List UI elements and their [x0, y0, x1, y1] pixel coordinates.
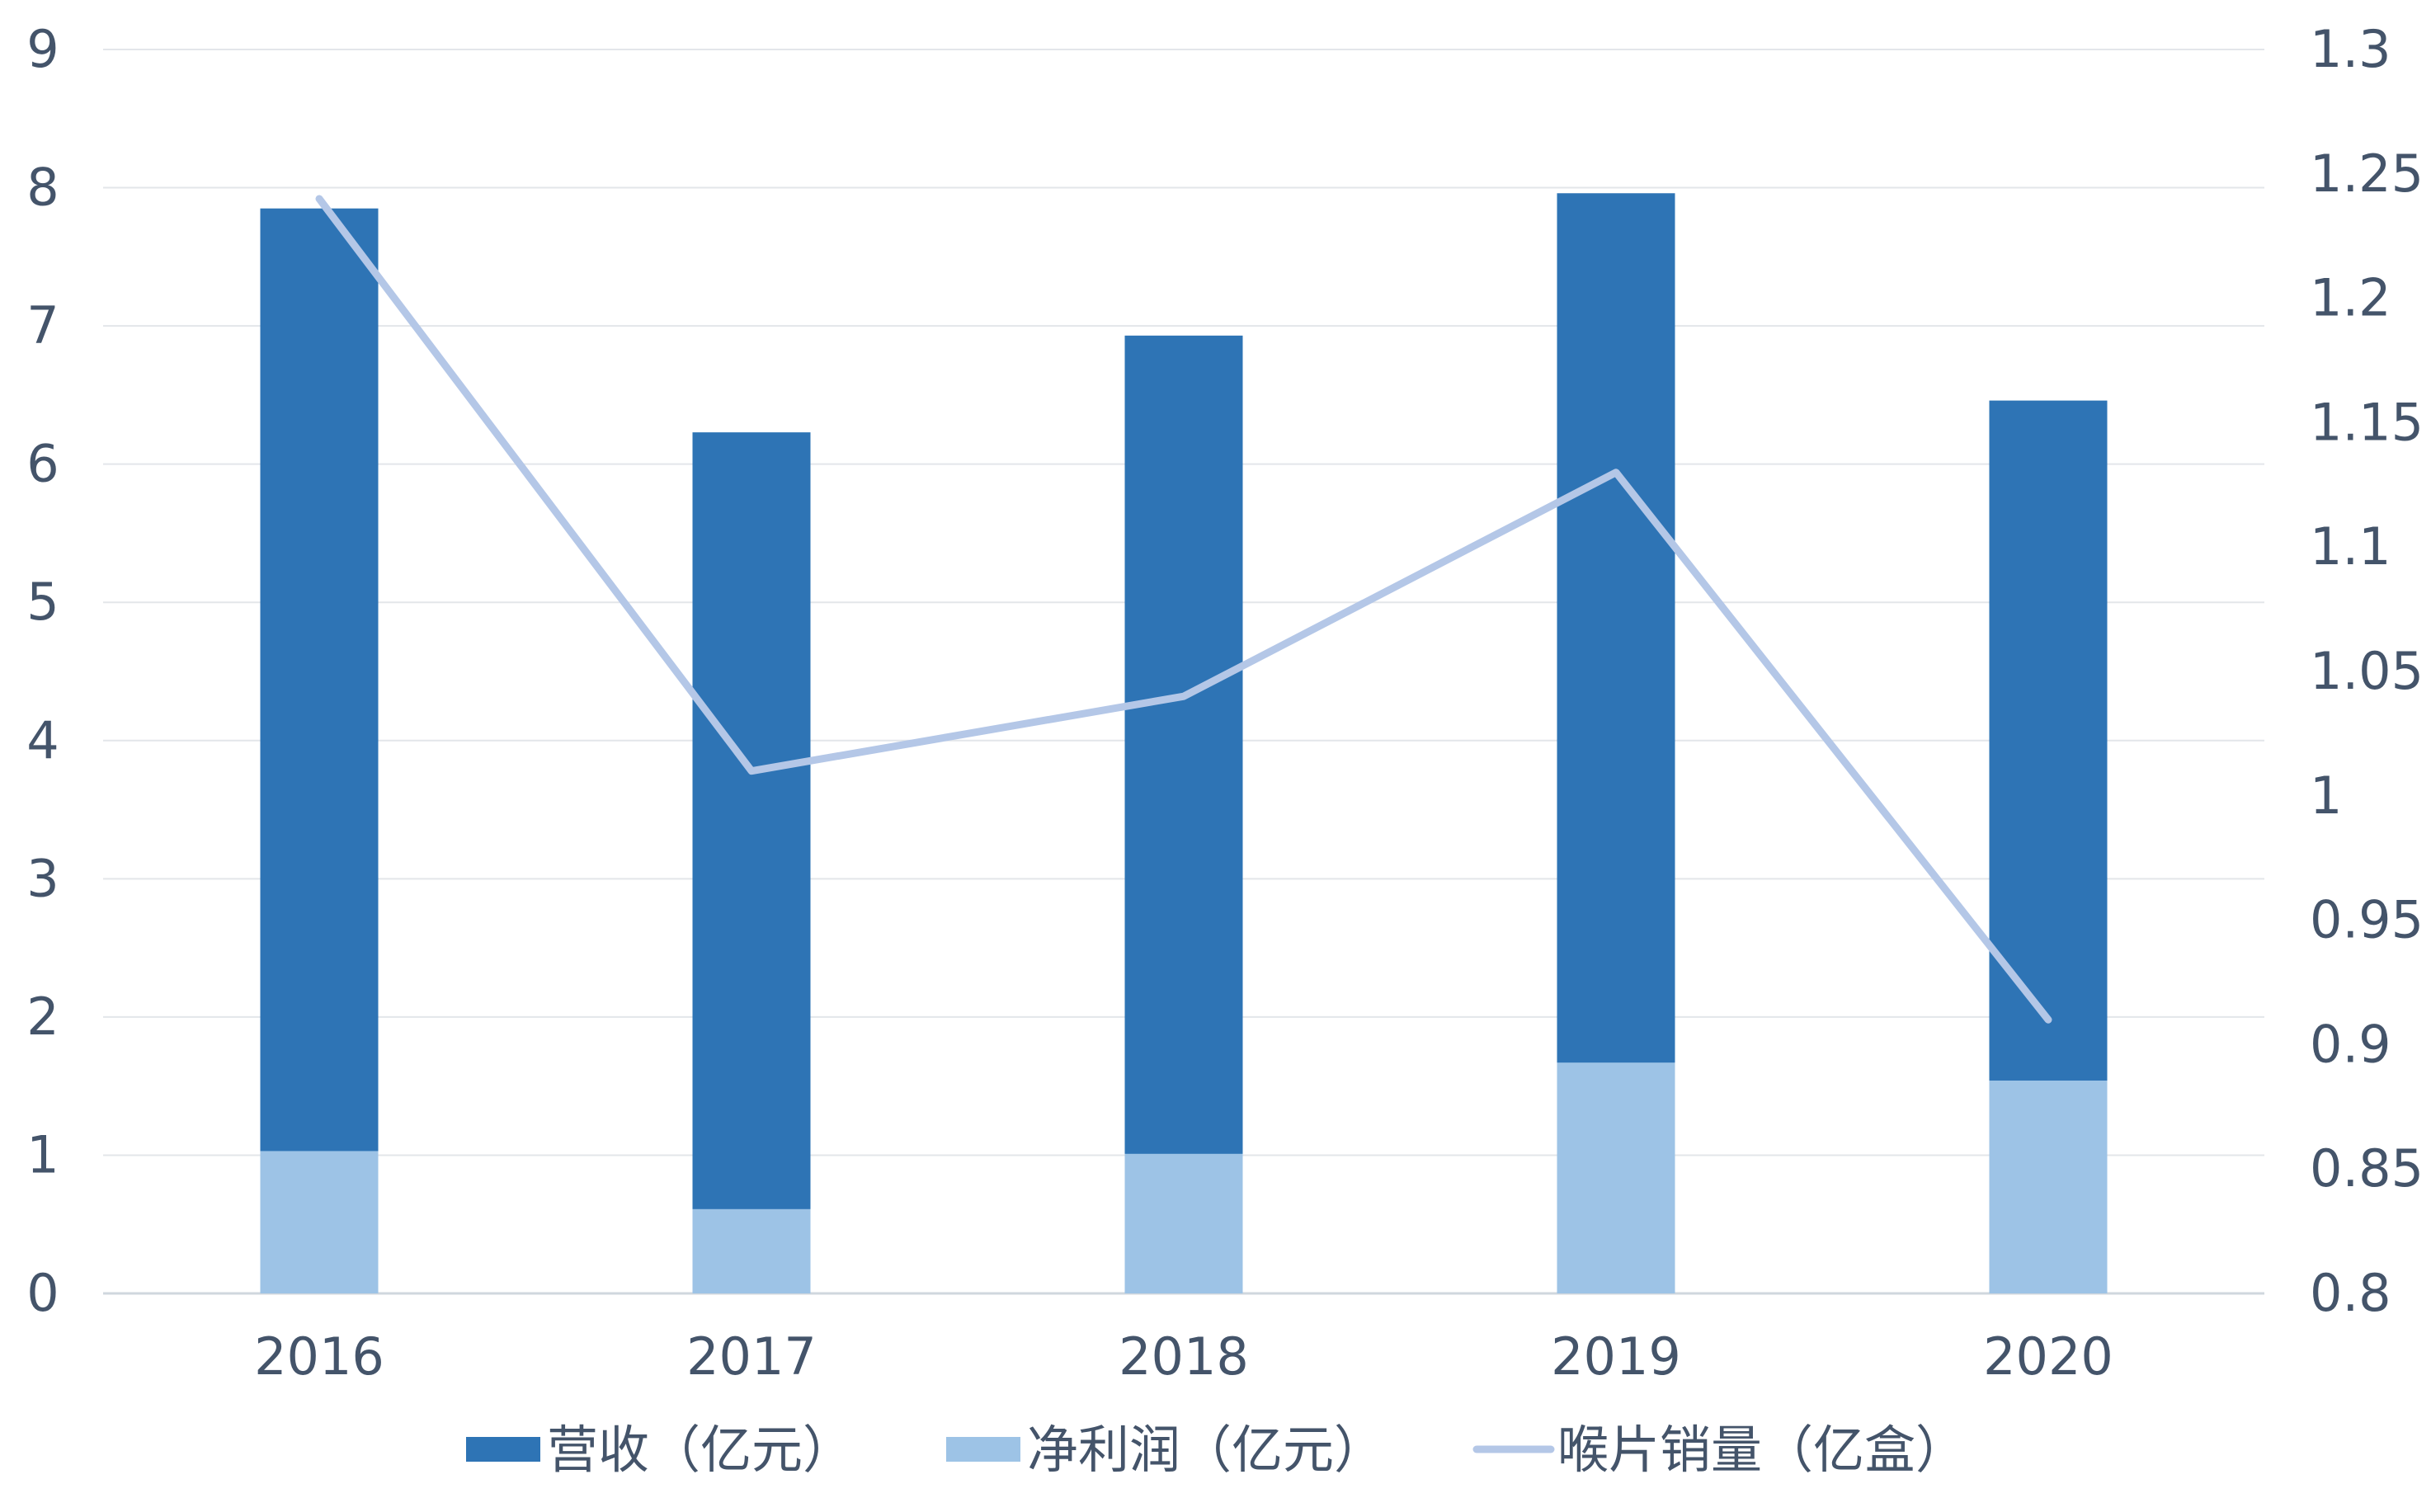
profit-bar	[1989, 1080, 2108, 1293]
left-axis-ticks: 0 1 2 3 4 5 6 7 8 9	[26, 19, 59, 1323]
right-tick-label: 0.85	[2310, 1138, 2424, 1199]
left-tick-label: 6	[26, 434, 59, 494]
x-tick-label: 2019	[1551, 1326, 1681, 1387]
profit-bar	[260, 1151, 379, 1293]
x-tick-label: 2020	[1983, 1326, 2113, 1387]
right-tick-label: 1	[2310, 765, 2342, 826]
revenue-bar	[260, 208, 379, 1294]
left-tick-label: 5	[26, 572, 59, 632]
right-tick-label: 1.15	[2310, 392, 2424, 452]
x-tick-label: 2016	[254, 1326, 384, 1387]
right-tick-label: 0.95	[2310, 890, 2424, 950]
profit-bar	[1557, 1062, 1675, 1293]
profit-bar	[692, 1208, 811, 1293]
left-tick-label: 7	[26, 295, 59, 356]
legend: 营收（亿元） 净利润（亿元） 喉片销量（亿盒）	[466, 1420, 1967, 1480]
x-axis-ticks: 2016 2017 2018 2019 2020	[254, 1326, 2113, 1387]
revenue-bar	[1124, 335, 1243, 1294]
bar-series	[260, 193, 2108, 1294]
left-tick-label: 1	[26, 1124, 59, 1185]
profit-bar	[1124, 1153, 1243, 1293]
left-tick-label: 3	[26, 848, 59, 908]
legend-label: 营收（亿元）	[547, 1420, 854, 1480]
right-tick-label: 1.25	[2310, 144, 2424, 204]
left-tick-label: 0	[26, 1263, 59, 1323]
left-tick-label: 4	[26, 710, 59, 770]
legend-swatch	[466, 1437, 540, 1462]
right-tick-label: 1.1	[2310, 516, 2391, 577]
right-axis-ticks: 0.8 0.85 0.9 0.95 1 1.05 1.1 1.15 1.2 1.25 1.3	[2310, 19, 2424, 1323]
line-series	[315, 195, 2052, 1024]
legend-swatch	[946, 1437, 1020, 1462]
left-tick-label: 9	[26, 19, 59, 79]
right-tick-label: 0.9	[2310, 1014, 2391, 1074]
right-tick-label: 1.3	[2310, 19, 2391, 79]
right-tick-label: 1.2	[2310, 268, 2391, 328]
legend-label: 净利润（亿元）	[1027, 1420, 1385, 1480]
legend-label: 喉片销量（亿盒）	[1557, 1420, 1967, 1480]
sales-point	[2047, 1019, 2049, 1021]
revenue-bar	[692, 432, 811, 1293]
sales-point	[1615, 471, 1617, 473]
left-tick-label: 2	[26, 987, 59, 1047]
sales-point	[318, 197, 320, 200]
sales-point	[1183, 695, 1185, 698]
left-tick-label: 8	[26, 158, 59, 218]
x-tick-label: 2017	[686, 1326, 817, 1387]
x-tick-label: 2018	[1119, 1326, 1249, 1387]
right-tick-label: 1.05	[2310, 641, 2424, 701]
right-tick-label: 0.8	[2310, 1263, 2391, 1323]
sales-point	[751, 770, 752, 772]
